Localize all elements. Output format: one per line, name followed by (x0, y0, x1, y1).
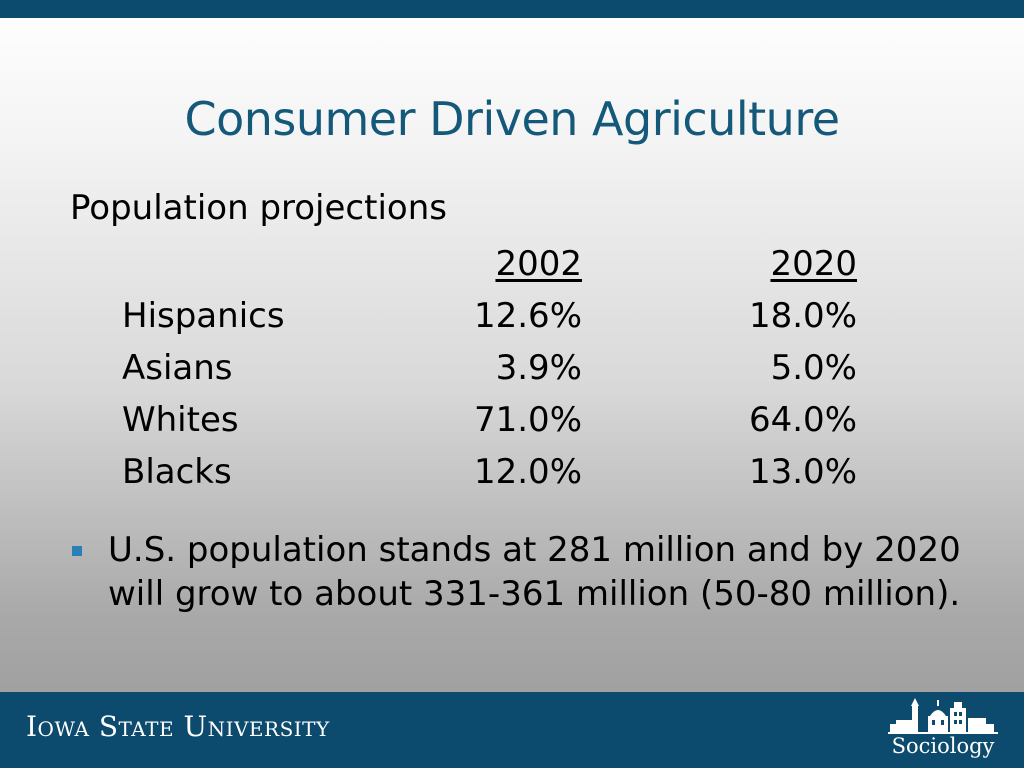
table-header-2002: 2002 (495, 244, 582, 284)
table-header-label (110, 238, 412, 290)
table-row: Whites 71.0% 64.0% (110, 394, 857, 446)
row-label: Hispanics (122, 296, 285, 336)
row-value-2020: 13.0% (748, 452, 857, 492)
department-name: Sociology (891, 734, 995, 758)
row-value-2002: 71.0% (473, 400, 582, 440)
square-bullet-icon (72, 546, 82, 556)
bullet-text: U.S. population stands at 281 million an… (108, 530, 961, 614)
row-label: Asians (122, 348, 233, 388)
top-banner (0, 0, 1024, 18)
table-row: Asians 3.9% 5.0% (110, 342, 857, 394)
row-value-2020: 64.0% (748, 400, 857, 440)
slide-subtitle: Population projections (70, 188, 447, 228)
population-table: 2002 2020 Hispanics 12.6% 18.0% Asians 3… (110, 238, 857, 498)
row-label: Blacks (122, 452, 232, 492)
row-value-2002: 12.6% (473, 296, 582, 336)
row-value-2002: 12.0% (473, 452, 582, 492)
university-wordmark: Iowa State University (26, 710, 330, 743)
table-header-2020: 2020 (770, 244, 857, 284)
slide-title: Consumer Driven Agriculture (184, 92, 840, 146)
row-value-2020: 5.0% (770, 348, 857, 388)
row-label: Whites (122, 400, 239, 440)
table-row: Blacks 12.0% 13.0% (110, 446, 857, 498)
row-value-2020: 18.0% (748, 296, 857, 336)
table-row: Hispanics 12.6% 18.0% (110, 290, 857, 342)
row-value-2002: 3.9% (495, 348, 582, 388)
bullet-item: U.S. population stands at 281 million an… (72, 528, 1002, 616)
campus-skyline-icon (888, 698, 998, 734)
table-header-row: 2002 2020 (110, 238, 857, 290)
footer-banner (0, 692, 1024, 768)
